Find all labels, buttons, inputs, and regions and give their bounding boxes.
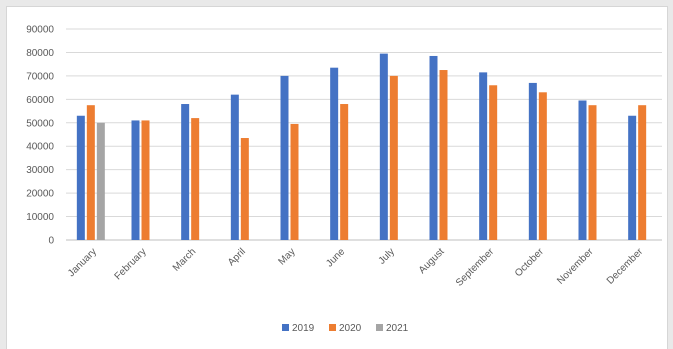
y-tick-label: 70000 — [26, 71, 54, 82]
bar-2020-may — [290, 123, 299, 240]
x-tick-label: July — [377, 246, 397, 266]
bar-2019-february — [131, 120, 140, 240]
bar-2020-february — [141, 120, 150, 240]
x-tick-label: September — [454, 246, 497, 289]
bar-2019-october — [528, 82, 537, 240]
x-tick-label: February — [113, 246, 149, 282]
bar-2020-march — [191, 118, 200, 240]
legend-label: 2019 — [292, 323, 315, 334]
bar-2019-march — [181, 104, 190, 241]
bar-2020-october — [538, 92, 547, 240]
bar-2020-november — [588, 105, 597, 240]
y-axis-ticks: 0 10000 20000 30000 40000 50000 60000 70000 8000… — [26, 25, 54, 247]
x-tick-label: April — [226, 246, 248, 268]
legend-swatch-2019 — [282, 324, 289, 331]
bar-2019-may — [280, 75, 289, 240]
x-tick-label: October — [513, 246, 546, 279]
bar-2020-january — [86, 105, 95, 240]
bar-2020-december — [638, 105, 647, 240]
gridlines — [66, 28, 662, 241]
bar-2019-july — [379, 53, 388, 240]
x-tick-label: November — [555, 246, 596, 287]
bar-2020-june — [340, 104, 349, 241]
bar-2019-september — [479, 72, 488, 240]
x-tick-label: March — [171, 246, 198, 273]
bars — [76, 53, 647, 241]
legend-label: 2021 — [386, 323, 409, 334]
y-tick-label: 20000 — [26, 189, 54, 200]
bar-2020-april — [240, 138, 249, 240]
y-tick-label: 60000 — [26, 95, 54, 106]
bar-2019-april — [230, 94, 239, 241]
x-tick-label: August — [417, 246, 447, 276]
bar-2021-january — [96, 122, 105, 240]
bar-2019-december — [628, 115, 637, 240]
legend-swatch-2020 — [329, 324, 336, 331]
bar-2019-june — [330, 67, 339, 240]
y-tick-label: 50000 — [26, 118, 54, 129]
y-tick-label: 10000 — [26, 212, 54, 223]
bar-2020-september — [489, 85, 498, 241]
bar-2020-july — [389, 75, 398, 240]
legend-swatch-2021 — [376, 324, 383, 331]
y-tick-label: 40000 — [26, 142, 54, 153]
bar-2019-november — [578, 100, 587, 240]
x-axis-ticks: January February March April May June July Augu… — [66, 246, 646, 289]
y-tick-label: 90000 — [26, 25, 54, 36]
legend: 2019 2020 2021 — [282, 323, 409, 334]
x-tick-label: December — [605, 246, 646, 287]
bar-2019-january — [76, 115, 85, 240]
legend-label: 2020 — [339, 323, 362, 334]
x-tick-label: May — [276, 246, 297, 267]
x-tick-label: January — [66, 246, 99, 279]
bar-2020-august — [439, 70, 448, 241]
y-tick-label: 0 — [48, 236, 54, 247]
bar-2019-august — [429, 55, 438, 240]
x-tick-label: June — [324, 246, 347, 269]
y-tick-label: 80000 — [26, 48, 54, 59]
y-tick-label: 30000 — [26, 165, 54, 176]
